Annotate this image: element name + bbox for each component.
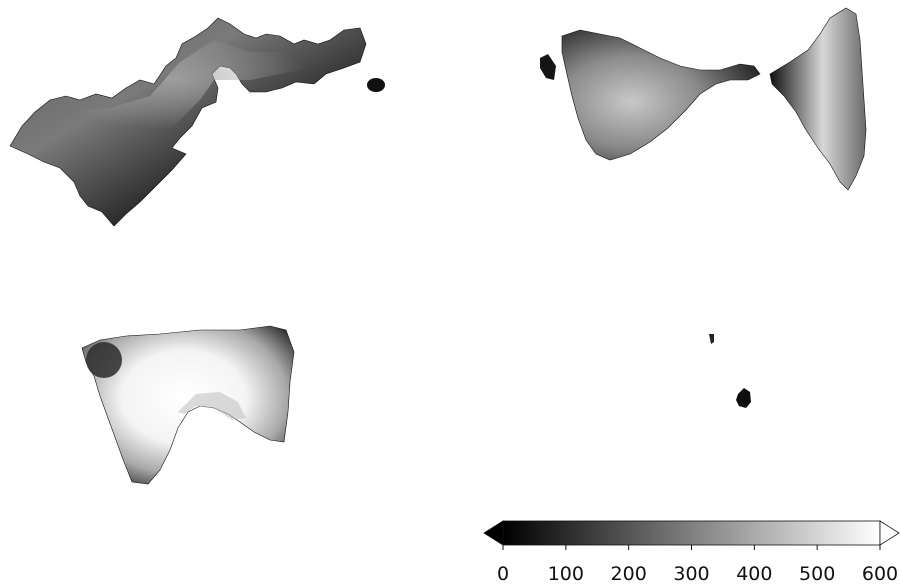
colorbar-extend-high xyxy=(879,520,900,546)
colorbar-tick-label: 300 xyxy=(673,563,709,585)
colorbar-tick-label: 200 xyxy=(611,563,647,585)
elevation-colorbar: 0 100 200 300 400 500 600 xyxy=(483,520,900,585)
islet-aunuu xyxy=(367,78,385,92)
colorbar-tick-label: 0 xyxy=(497,563,509,585)
colorbar-tick-label: 500 xyxy=(799,563,835,585)
colorbar-extend-low xyxy=(483,520,504,546)
islet-nuu xyxy=(540,54,556,80)
colorbar-tick-label: 100 xyxy=(548,563,584,585)
island-tutuila xyxy=(9,17,385,227)
colorbar-tick-label: 400 xyxy=(736,563,772,585)
island-small-islets xyxy=(709,334,751,408)
colorbar-tick-label: 600 xyxy=(862,563,898,585)
colorbar-gradient xyxy=(502,520,881,546)
island-tau xyxy=(81,325,295,485)
island-ofu-olosega xyxy=(540,7,867,191)
